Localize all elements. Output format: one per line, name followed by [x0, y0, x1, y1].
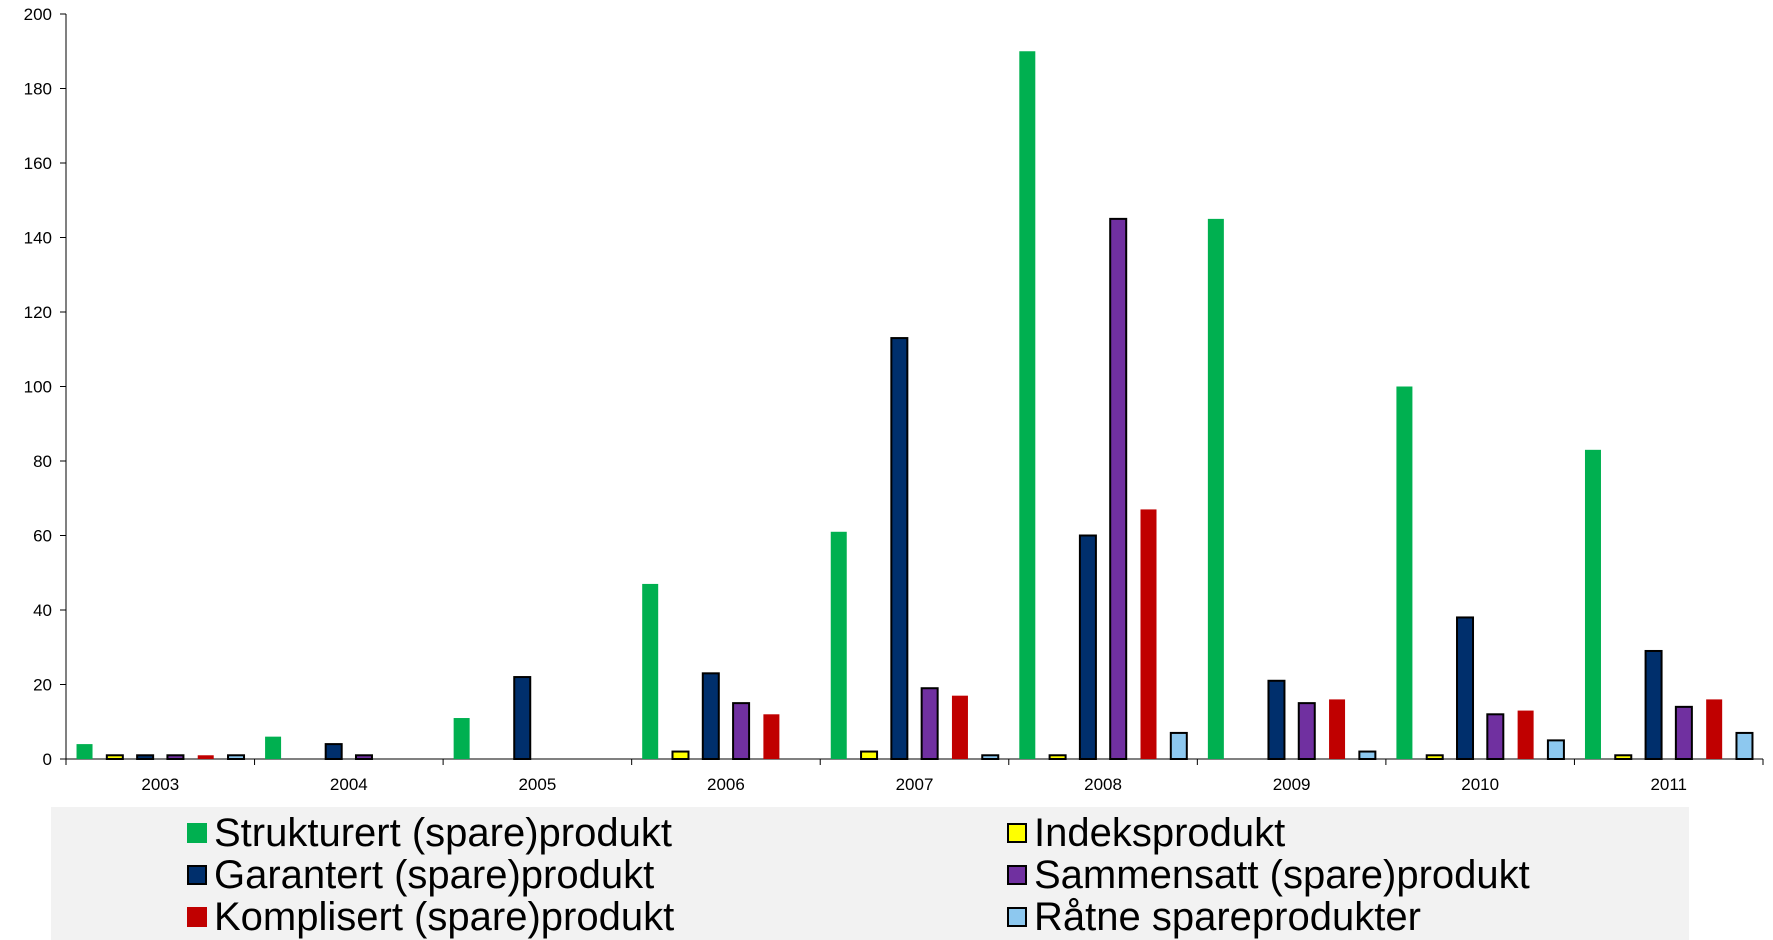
legend-swatch-strukturert: [187, 823, 207, 843]
legend-item-indeksprodukt: Indeksprodukt: [1007, 811, 1285, 855]
y-tick-label: 160: [24, 154, 52, 173]
bar: [76, 744, 93, 759]
bar: [1329, 699, 1346, 759]
bar: [1048, 754, 1067, 761]
bar: [105, 754, 124, 761]
legend-swatch-komplisert: [187, 907, 207, 927]
legend-swatch-garantert: [187, 865, 207, 885]
x-tick-label: 2007: [896, 775, 934, 794]
y-tick-label: 120: [24, 303, 52, 322]
bar: [166, 754, 185, 761]
bar: [1674, 705, 1693, 760]
bar: [1169, 731, 1188, 760]
x-tick-label: 2011: [1650, 775, 1687, 794]
bar: [1614, 754, 1633, 761]
bar: [1297, 702, 1316, 760]
x-axis: 2003 2004 2005 2006 2007 2008 2009 2010 2011: [65, 758, 1764, 794]
y-tick-label: 140: [24, 229, 52, 248]
y-axis: 0 20 40 60 80 100 120 140 160 180 200: [24, 5, 67, 769]
bar: [1267, 679, 1286, 761]
bar: [890, 337, 909, 760]
bar: [513, 676, 532, 760]
legend-label-garantert: Garantert (spare)produkt: [214, 853, 655, 897]
x-tick-label: 2009: [1273, 775, 1311, 794]
bar: [830, 531, 847, 759]
y-tick-label: 0: [43, 750, 52, 769]
bar: [1486, 713, 1505, 760]
bar: [354, 754, 373, 761]
bar: [981, 754, 1000, 761]
legend-swatch-indeksprodukt: [1007, 823, 1027, 843]
bar: [1019, 51, 1036, 759]
bar: [324, 743, 343, 760]
bar: [763, 714, 780, 759]
bar: [1546, 739, 1565, 760]
y-tick-label: 100: [24, 378, 52, 397]
legend: Strukturert (spare)produkt Indeksprodukt…: [51, 807, 1689, 940]
bar: [1140, 509, 1157, 759]
bar: [732, 702, 751, 760]
legend-label-komplisert: Komplisert (spare)produkt: [214, 895, 675, 939]
legend-item-ratne: Råtne spareprodukter: [1007, 895, 1421, 939]
legend-item-garantert: Garantert (spare)produkt: [187, 853, 654, 897]
x-tick-label: 2004: [330, 775, 368, 794]
bar: [1425, 754, 1444, 761]
bar: [671, 750, 690, 760]
legend-item-komplisert: Komplisert (spare)produkt: [187, 895, 674, 939]
bar: [642, 583, 659, 759]
legend-label-strukturert: Strukturert (spare)produkt: [214, 811, 672, 855]
bar: [1109, 217, 1128, 760]
y-tick-label: 180: [24, 80, 52, 99]
legend-label-indeksprodukt: Indeksprodukt: [1034, 811, 1286, 855]
legend-swatch-sammensatt: [1007, 865, 1027, 885]
x-tick-label: 2003: [141, 775, 179, 794]
x-tick-label: 2008: [1084, 775, 1122, 794]
legend-label-ratne: Råtne spareprodukter: [1034, 895, 1421, 939]
bar: [227, 754, 246, 761]
y-tick-label: 200: [24, 5, 52, 24]
bar: [453, 718, 470, 759]
bar: [1358, 750, 1377, 760]
x-tick-label: 2005: [518, 775, 556, 794]
bar: [265, 736, 282, 759]
bar: [1078, 534, 1097, 760]
bar: [701, 672, 720, 761]
legend-swatch-ratne: [1007, 907, 1027, 927]
bar: [197, 755, 214, 759]
bar: [136, 754, 155, 761]
legend-item-strukturert: Strukturert (spare)produkt: [187, 811, 672, 855]
bar: [920, 687, 939, 760]
bar: [860, 750, 879, 760]
bar: [1584, 449, 1601, 759]
legend-item-sammensatt: Sammensatt (spare)produkt: [1007, 853, 1530, 897]
y-tick-label: 80: [33, 452, 52, 471]
bars: [76, 51, 1754, 761]
bar: [1517, 710, 1534, 759]
x-tick-label: 2010: [1461, 775, 1499, 794]
legend-label-sammensatt: Sammensatt (spare)produkt: [1034, 853, 1530, 897]
y-tick-label: 20: [33, 676, 52, 695]
y-tick-label: 40: [33, 601, 52, 620]
bar: [1735, 731, 1754, 760]
bar: [951, 695, 968, 759]
x-tick-label: 2006: [707, 775, 745, 794]
bar: [1456, 616, 1475, 761]
bar: [1207, 218, 1224, 759]
bar: [1644, 649, 1663, 760]
bar: [1396, 386, 1413, 759]
bar: [1706, 699, 1723, 759]
y-tick-label: 60: [33, 527, 52, 546]
